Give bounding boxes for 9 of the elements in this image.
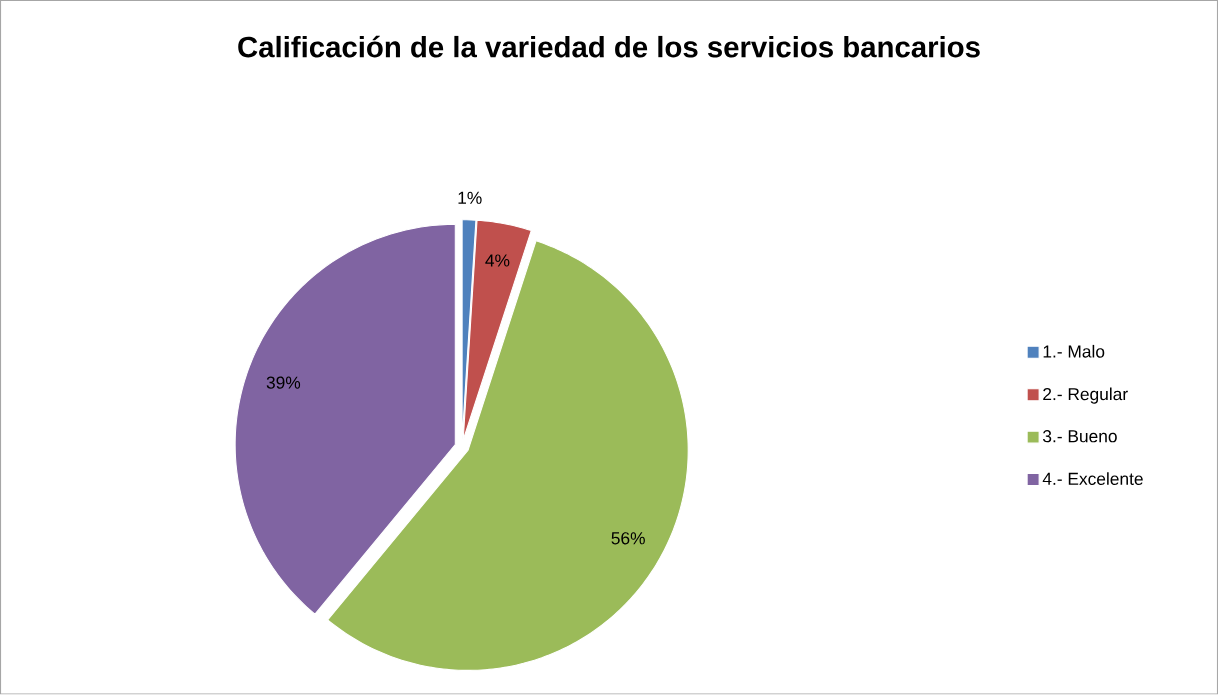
legend-label: 2.- Regular: [1043, 387, 1128, 404]
data-label: 4%: [485, 254, 510, 267]
legend-label: 4.- Excelente: [1042, 472, 1143, 486]
data-label: 1%: [458, 191, 482, 205]
data-label: 56%: [611, 532, 645, 545]
legend-label: 1.- Malo: [1043, 345, 1105, 358]
data-label: 39%: [266, 376, 301, 389]
chart-title: Calificación de la variedad de los servicios bancarios: [238, 35, 980, 58]
legend-label: 3.- Bueno: [1043, 430, 1117, 443]
